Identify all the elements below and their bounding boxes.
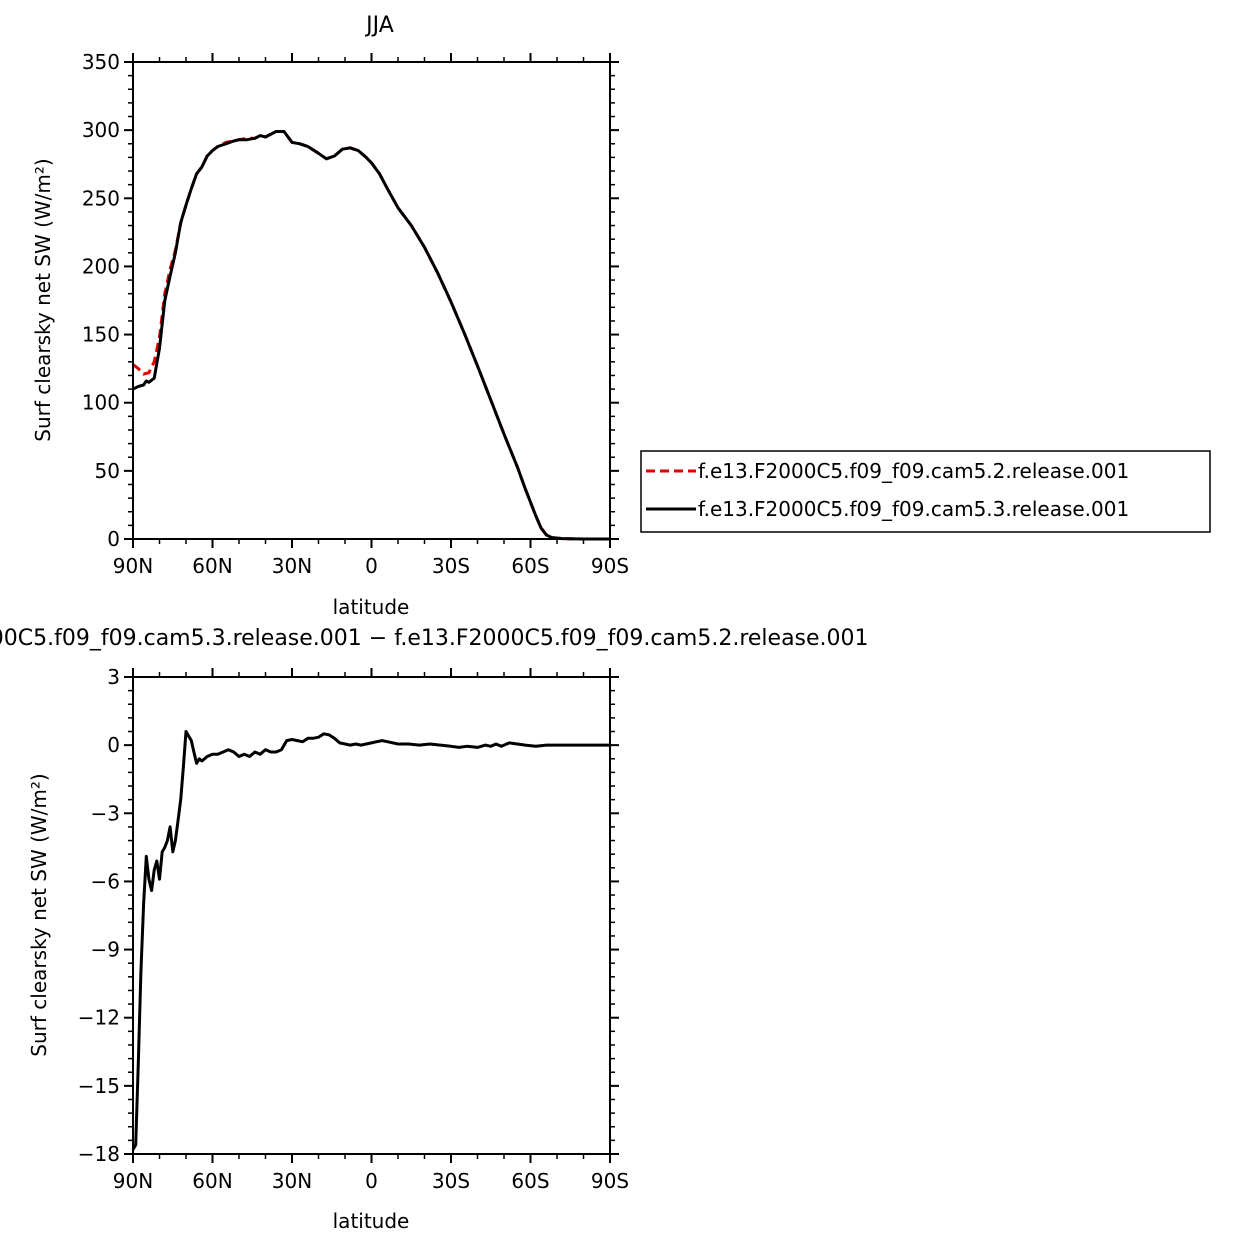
- chart-top-series-line-1: [132, 130, 610, 541]
- chart-bottom-y-tick-label: 0: [107, 733, 120, 757]
- chart-bottom-x-tick-label: 30S: [432, 1169, 470, 1193]
- chart-bottom-y-tick-label: −9: [91, 938, 120, 962]
- chart-top-x-tick-label: 0: [365, 554, 378, 578]
- chart-bottom-series-line-1: [131, 730, 610, 1151]
- chart-top: JJA 0 50 100 150 200 250 300 350 90N 60N 30N 0 30S 60…: [31, 13, 1211, 619]
- chart-top-y-tick-label: 250: [82, 186, 120, 210]
- legend-label-series-1: f.e13.F2000C5.f09_f09.cam5.2.release.001: [698, 459, 1129, 483]
- chart-bottom-y-tick-label: −15: [78, 1074, 120, 1098]
- chart-bottom-y-tick-label: −18: [78, 1142, 120, 1166]
- chart-bottom-x-tick-label: 0: [365, 1169, 378, 1193]
- chart-bottom: f.e13.F2000C5.f09_f09.cam5.3.release.001…: [0, 626, 869, 1233]
- chart-top-y-tick-label: 0: [107, 527, 120, 551]
- chart-bottom-x-tick-label: 60S: [511, 1169, 549, 1193]
- chart-top-title: JJA: [364, 13, 394, 38]
- chart-bottom-title: f.e13.F2000C5.f09_f09.cam5.3.release.001…: [0, 626, 869, 651]
- chart-top-x-axis-title: latitude: [333, 595, 410, 619]
- chart-bottom-y-tick-label: −12: [78, 1006, 120, 1030]
- chart-top-x-tick-label: 30N: [272, 554, 312, 578]
- chart-top-y-tick-label: 350: [82, 50, 120, 74]
- chart-bottom-x-axis-title: latitude: [333, 1209, 410, 1233]
- chart-bottom-x-tick-label: 30N: [272, 1169, 312, 1193]
- chart-bottom-x-tick-label: 60N: [192, 1169, 232, 1193]
- chart-top-axes: 0 50 100 150 200 250 300 350 90N 60N 30N 0 30S 60S 90S: [82, 50, 629, 578]
- chart-bottom-y-axis-title: Surf clearsky net SW (W/m²): [27, 773, 51, 1056]
- chart-top-y-tick-label: 150: [82, 323, 120, 347]
- chart-bottom-x-tick-label: 90S: [591, 1169, 629, 1193]
- chart-bottom-series-group: [131, 730, 610, 1151]
- chart-top-y-tick-label: 50: [95, 459, 120, 483]
- chart-bottom-y-tick-label: −6: [91, 869, 120, 893]
- chart-bottom-y-tick-label: −3: [91, 801, 120, 825]
- chart-top-x-tick-label: 30S: [432, 554, 470, 578]
- chart-top-y-tick-label: 200: [82, 254, 120, 278]
- legend-label-series-2: f.e13.F2000C5.f09_f09.cam5.3.release.001: [698, 497, 1129, 521]
- chart-top-plot-frame: [132, 61, 611, 540]
- chart-top-y-tick-label: 100: [82, 391, 120, 415]
- chart-bottom-x-tick-label: 90N: [113, 1169, 153, 1193]
- legend-box: [640, 450, 1211, 533]
- chart-top-x-tick-label: 90N: [113, 554, 153, 578]
- chart-top-x-tick-label: 60N: [192, 554, 232, 578]
- chart-bottom-plot-frame: [132, 676, 611, 1155]
- chart-top-x-tick-label: 60S: [511, 554, 549, 578]
- chart-top-series-line-2: [132, 130, 610, 541]
- chart-top-y-tick-label: 300: [82, 118, 120, 142]
- chart-top-x-tick-label: 90S: [591, 554, 629, 578]
- chart-top-legend: f.e13.F2000C5.f09_f09.cam5.2.release.001…: [640, 450, 1211, 533]
- chart-top-series-group: [132, 130, 610, 541]
- chart-top-y-axis-title: Surf clearsky net SW (W/m²): [31, 158, 55, 441]
- chart-bottom-y-tick-label: 3: [107, 665, 120, 689]
- chart-bottom-axes: −18 −15 −12 −9 −6 −3 0 3 90N 60N 30N 0 30S 60S 90S: [78, 665, 629, 1193]
